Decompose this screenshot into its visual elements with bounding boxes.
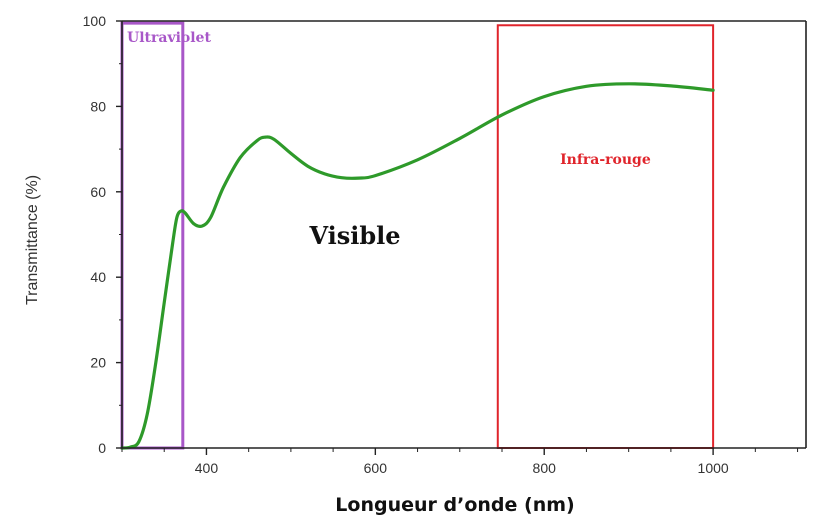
ultraviolet-label: Ultraviolet (127, 30, 211, 46)
infrared-region-box (496, 24, 715, 450)
x-tick-label: 1000 (698, 460, 729, 476)
y-tick-label: 20 (90, 355, 106, 371)
y-tick-label: 40 (90, 269, 106, 285)
y-tick-label: 0 (98, 440, 106, 456)
transmittance-series-line (120, 82, 715, 450)
visible-label: Visible (308, 221, 400, 250)
y-tick-label: 60 (90, 184, 106, 200)
y-tick-label: 100 (83, 13, 107, 29)
y-tick-label: 80 (90, 98, 106, 114)
x-tick-label: 800 (533, 460, 557, 476)
x-tick-label: 600 (364, 460, 388, 476)
x-tick-label: 400 (195, 460, 219, 476)
x-axis-title: Longueur d’onde (nm) (335, 494, 574, 516)
y-axis-title: Transmittance (%) (24, 175, 41, 305)
infrared-label: Infra-rouge (560, 152, 651, 168)
